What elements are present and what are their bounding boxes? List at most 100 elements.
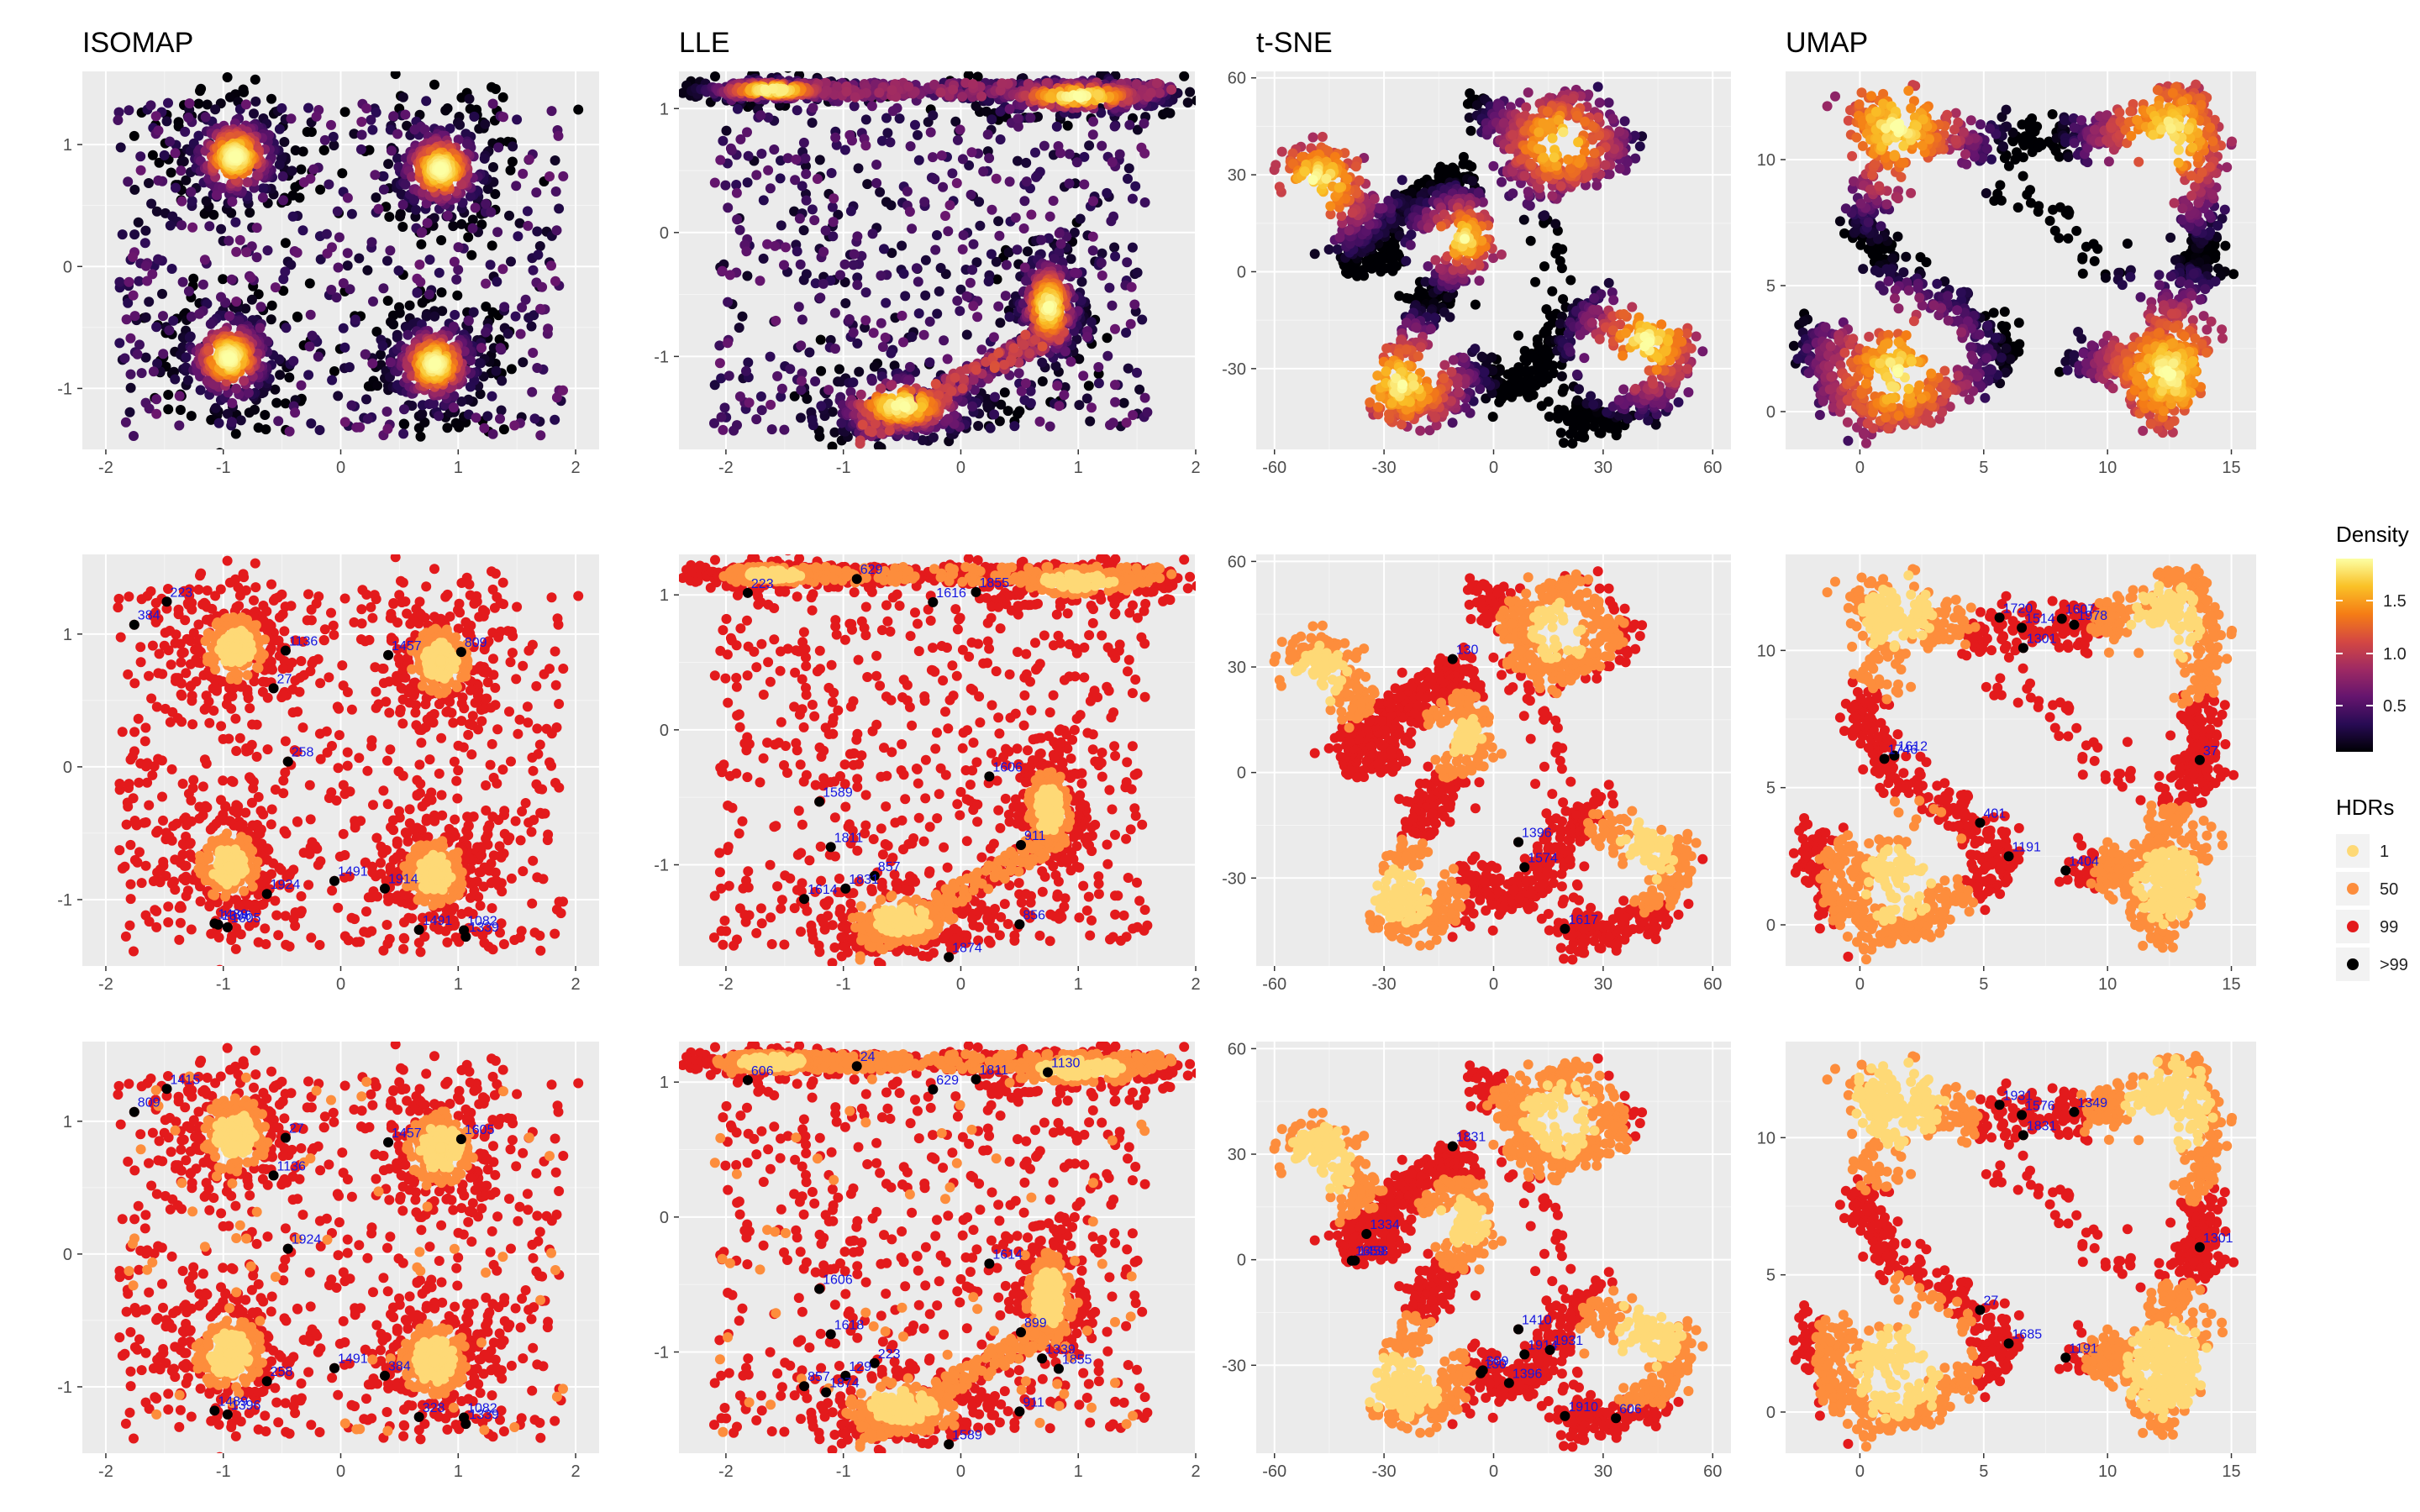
data-point <box>318 144 329 155</box>
data-point <box>372 1378 383 1389</box>
data-point <box>383 159 394 170</box>
data-point <box>342 192 353 203</box>
data-point <box>385 245 396 256</box>
x-tick-label: 0 <box>336 975 345 994</box>
data-point <box>148 1363 159 1373</box>
data-point <box>151 322 162 333</box>
data-point <box>392 838 402 849</box>
data-point <box>344 871 355 882</box>
data-point <box>451 1263 462 1273</box>
data-point <box>523 1305 534 1315</box>
data-point <box>166 1251 177 1262</box>
data-point <box>235 1416 246 1427</box>
data-point <box>382 296 393 306</box>
data-point <box>487 307 498 318</box>
data-point <box>304 848 315 859</box>
data-point <box>328 131 339 142</box>
data-point <box>400 179 411 190</box>
data-point <box>134 777 145 788</box>
data-point <box>355 144 366 155</box>
data-point <box>266 804 277 815</box>
data-point <box>400 109 411 120</box>
data-point <box>177 1266 188 1276</box>
data-point <box>129 678 140 689</box>
data-point <box>384 212 395 223</box>
data-point <box>302 127 313 137</box>
data-point <box>153 175 164 186</box>
data-point <box>308 164 319 175</box>
data-point <box>273 416 284 427</box>
data-point <box>371 192 381 203</box>
data-point <box>453 1252 464 1263</box>
data-point <box>230 217 241 228</box>
data-point <box>528 765 539 776</box>
data-point <box>411 1187 421 1198</box>
outlier-point <box>455 647 466 658</box>
data-point <box>245 272 256 283</box>
data-point <box>465 381 476 392</box>
data-point <box>181 352 192 363</box>
data-point <box>115 632 126 643</box>
data-point <box>284 426 295 437</box>
data-point <box>479 153 490 164</box>
data-point <box>551 1210 562 1220</box>
data-point <box>494 334 505 345</box>
data-point <box>338 828 349 839</box>
data-point <box>163 584 173 594</box>
data-point <box>125 894 136 905</box>
data-point <box>281 828 292 839</box>
data-point <box>276 1076 287 1087</box>
data-point <box>520 1285 531 1295</box>
data-point <box>329 140 339 151</box>
data-point <box>507 156 518 167</box>
x-tick-label: -2 <box>98 459 113 477</box>
data-point <box>313 859 324 870</box>
data-point <box>397 1064 408 1075</box>
data-point <box>513 231 523 242</box>
data-point <box>482 411 493 422</box>
data-point <box>497 92 508 102</box>
data-point <box>216 721 227 732</box>
data-point <box>466 1236 477 1247</box>
data-point <box>517 1294 528 1304</box>
data-point <box>388 1312 399 1323</box>
data-point <box>255 302 266 312</box>
data-point <box>314 940 325 950</box>
data-point <box>415 431 426 442</box>
data-point <box>378 283 389 294</box>
data-point <box>251 223 262 234</box>
data-point <box>260 410 271 420</box>
data-point <box>213 932 224 942</box>
data-point <box>385 744 396 755</box>
data-point <box>400 672 411 683</box>
data-point <box>366 1222 377 1233</box>
data-point <box>195 1058 205 1068</box>
data-point <box>169 1363 179 1374</box>
data-point <box>456 672 467 683</box>
data-point <box>558 171 569 181</box>
data-point <box>529 927 540 938</box>
data-point <box>240 303 251 314</box>
data-point <box>124 276 134 287</box>
data-point <box>245 207 255 218</box>
data-point <box>281 323 292 333</box>
data-point <box>334 1217 345 1228</box>
data-point <box>171 182 181 193</box>
data-point <box>229 151 240 162</box>
data-point <box>442 210 453 221</box>
data-point <box>497 1064 508 1075</box>
outlier-point <box>129 619 139 630</box>
data-point <box>459 853 470 864</box>
data-point <box>410 707 421 718</box>
data-point <box>332 206 343 217</box>
data-point <box>168 1308 179 1319</box>
data-point <box>205 1311 216 1322</box>
data-point <box>276 102 287 113</box>
data-point <box>125 369 136 380</box>
data-point <box>292 247 302 258</box>
data-point <box>429 564 439 575</box>
data-point <box>201 1178 212 1189</box>
data-point <box>332 701 343 712</box>
data-point <box>386 635 397 646</box>
data-point <box>163 1389 174 1399</box>
